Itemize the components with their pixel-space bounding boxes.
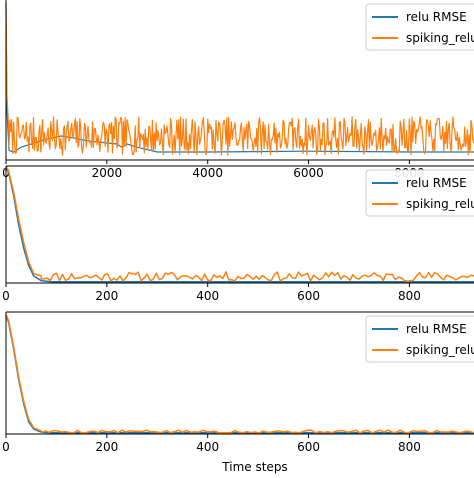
x-tick-label: 2000 [92,166,123,180]
legend-label: relu RMSE [406,322,467,336]
legend-label: relu RMSE [406,176,467,190]
x-tick-label: 200 [95,440,118,454]
legend-label: spiking_relu [406,343,474,357]
x-axis-title: Time steps [221,460,287,474]
x-tick-label: 0 [2,289,10,303]
chart-panel-3: 0 200 400 600 800 Time steps relu RMSE spiking_… [2,311,474,474]
x-tick-label: 200 [95,289,118,303]
series-line-spiking [5,314,474,434]
legend-label: spiking_relu [406,197,474,211]
x-tick-label: 0 [2,440,10,454]
x-tick-label: 4000 [192,166,223,180]
x-tick-label: 600 [297,440,320,454]
chart-panel-2: 0 200 400 600 800 relu RMSE spiking_relu [2,165,474,303]
x-tick-label: 800 [398,440,421,454]
legend-label: relu RMSE [406,10,467,24]
series-line-spiking [5,165,474,282]
x-tick-label: 6000 [293,166,324,180]
x-tick-label: 400 [196,289,219,303]
x-tick-label: 800 [398,289,421,303]
series-line-relu [5,167,474,283]
series-line-spiking [5,3,474,156]
x-tick-label: 600 [297,289,320,303]
x-tick-label: 400 [196,440,219,454]
legend-label: spiking_relu [406,31,474,45]
